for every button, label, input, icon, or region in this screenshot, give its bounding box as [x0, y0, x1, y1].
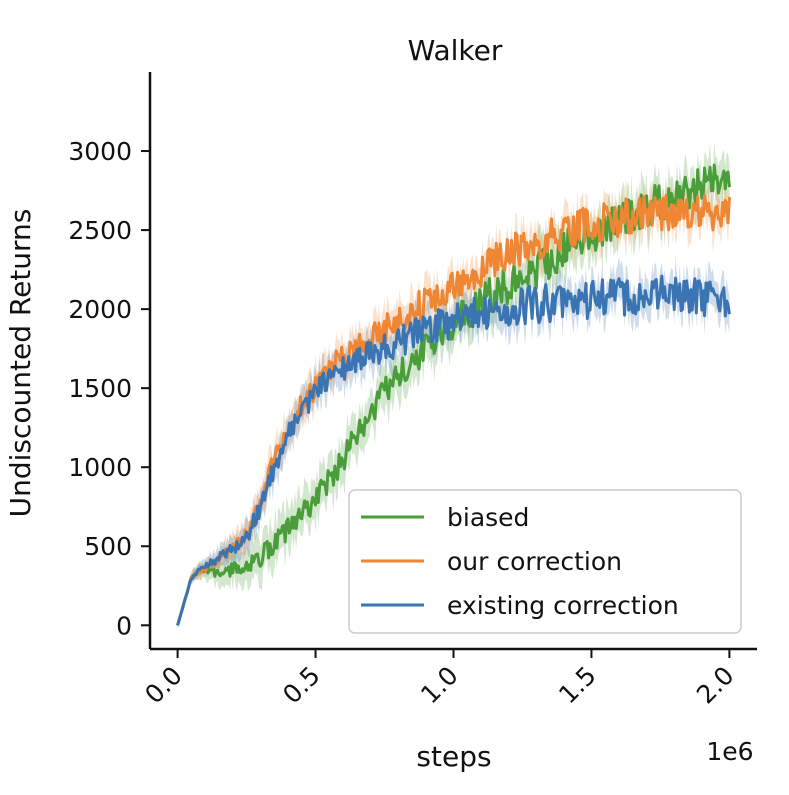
- x-axis-title: steps: [416, 740, 491, 773]
- x-tick-label: 2.0: [691, 661, 740, 710]
- legend: biased our correction existing correction: [348, 489, 742, 634]
- y-tick-label: 500: [84, 532, 132, 561]
- legend-box: [348, 489, 742, 634]
- y-tick-label: 1000: [68, 453, 132, 482]
- line-existing-correction: [176, 274, 731, 626]
- x-tick-label: 1.0: [415, 661, 464, 710]
- chart-title: Walker: [408, 34, 503, 67]
- legend-label: our correction: [447, 547, 622, 576]
- y-tick-label: 2500: [68, 216, 132, 245]
- x-tick-label: 0.5: [277, 661, 326, 710]
- y-tick-label: 1500: [68, 374, 132, 403]
- legend-label: biased: [447, 503, 529, 532]
- x-offset-label: 1e6: [706, 737, 753, 766]
- line-our-correction: [176, 193, 731, 626]
- y-tick-label: 3000: [68, 137, 132, 166]
- x-tick-label: 1.5: [553, 661, 602, 710]
- series-lines: [176, 163, 731, 626]
- y-tick-label: 2000: [68, 295, 132, 324]
- legend-label: existing correction: [447, 591, 679, 620]
- y-tick-label: 0: [116, 611, 132, 640]
- y-axis-title: Undiscounted Returns: [4, 209, 37, 518]
- x-tick-label: 0.0: [139, 661, 188, 710]
